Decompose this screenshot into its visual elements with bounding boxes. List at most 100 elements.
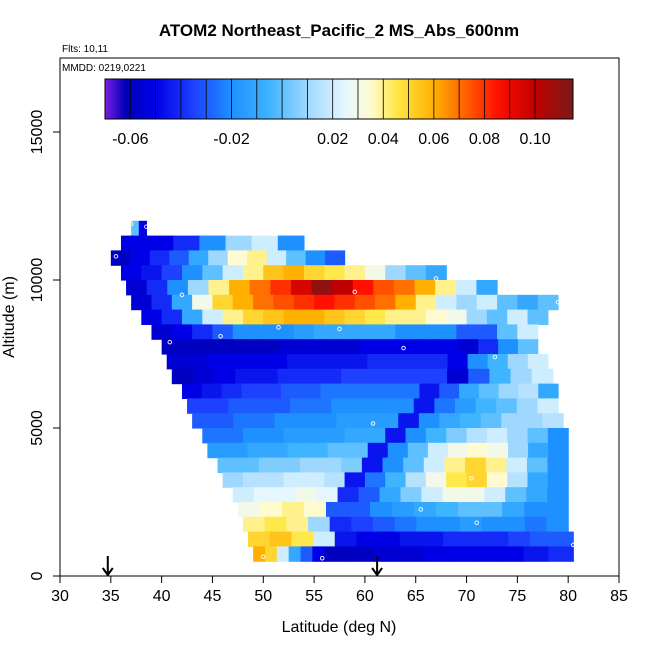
- heatmap-cell: [232, 324, 254, 340]
- heatmap-cell: [344, 265, 366, 281]
- heatmap-cell: [303, 472, 325, 488]
- y-tick-label: 15000: [29, 110, 46, 155]
- heatmap-cell: [542, 413, 564, 429]
- x-tick-label: 40: [153, 588, 171, 605]
- heatmap-cell: [293, 324, 315, 340]
- heatmap-cell: [367, 354, 388, 370]
- heatmap-cell: [497, 324, 518, 340]
- sample-markers: [113, 221, 576, 561]
- heatmap-cell: [264, 546, 278, 562]
- heatmap-cell: [249, 280, 271, 296]
- heatmap-cell: [435, 280, 457, 296]
- y-tick-label: 10000: [29, 258, 46, 303]
- colorbar-tick-label: 0.10: [519, 131, 550, 148]
- heatmap-cell: [378, 531, 401, 547]
- heatmap-cell: [246, 354, 268, 370]
- heatmap-cell: [202, 428, 224, 444]
- heatmap-cell: [313, 531, 336, 547]
- heatmap-cell: [421, 531, 444, 547]
- heatmap-cell: [325, 502, 349, 518]
- heatmap-cell: [181, 265, 203, 281]
- heatmap-cell: [498, 546, 525, 562]
- heatmap-cell: [131, 294, 153, 311]
- heatmap-cell: [286, 250, 307, 266]
- heatmap-cell: [336, 413, 358, 429]
- heatmap-cell: [341, 457, 363, 473]
- sample-marker: [469, 476, 474, 481]
- heatmap-cell: [518, 383, 539, 399]
- heatmap-cell: [199, 235, 227, 251]
- heatmap-cell: [263, 472, 285, 488]
- heatmap-cell: [141, 309, 163, 325]
- heatmap-cell: [486, 531, 509, 547]
- heatmap-cell: [307, 354, 328, 370]
- x-tick-label: 65: [407, 588, 425, 605]
- heatmap-cell: [547, 487, 569, 503]
- heatmap-cell: [508, 442, 529, 459]
- heatmap-cell: [444, 457, 466, 473]
- heatmap-cell: [517, 294, 539, 311]
- heatmap-cell: [344, 309, 366, 325]
- heatmap-cell: [443, 531, 466, 547]
- heatmap-cell: [393, 398, 415, 414]
- heatmap-cell: [212, 413, 234, 429]
- heatmap-cell: [468, 368, 491, 385]
- heatmap-cell: [527, 354, 549, 370]
- y-axis-label: Altitude (m): [1, 276, 18, 358]
- heatmap-cell: [537, 294, 559, 311]
- x-tick-label: 45: [204, 588, 222, 605]
- chart-title: ATOM2 Northeast_Pacific_2 MS_Abs_600nm: [159, 21, 519, 40]
- heatmap-cell: [387, 442, 409, 459]
- heatmap-cell: [413, 398, 435, 414]
- colorbar-dividers: [129, 79, 536, 119]
- heatmap-cell: [214, 368, 236, 385]
- heatmap-cell: [375, 294, 396, 311]
- heatmap-cell: [484, 487, 506, 503]
- heatmap-cell: [528, 442, 549, 459]
- heatmap-cells: [110, 220, 574, 562]
- heatmap-cell: [276, 546, 290, 562]
- heatmap-cell: [298, 368, 321, 385]
- heatmap-cell: [208, 280, 230, 296]
- heatmap-cell: [531, 368, 554, 385]
- heatmap-cell: [233, 413, 255, 429]
- heatmap-cell: [161, 265, 183, 281]
- heatmap-cell: [501, 413, 523, 429]
- heatmap-cell: [315, 413, 337, 429]
- heatmap-cell: [192, 368, 215, 385]
- heatmap-cell: [287, 354, 308, 370]
- heatmap-cell: [382, 457, 404, 473]
- heatmap-cell: [281, 502, 305, 518]
- heatmap-cell: [498, 383, 520, 399]
- heatmap-cell: [303, 502, 327, 518]
- heatmap-cell: [510, 368, 533, 385]
- heatmap-cell: [399, 531, 423, 547]
- heatmap-cell: [448, 546, 475, 562]
- heatmap-cell: [507, 309, 529, 325]
- heatmap-cell: [201, 383, 223, 399]
- heatmap-cell: [459, 516, 483, 533]
- heatmap-cell: [347, 354, 368, 370]
- heatmap-cell: [473, 546, 500, 562]
- heatmap-cell: [242, 516, 266, 533]
- heatmap-cell: [274, 487, 297, 503]
- heatmap-cell: [508, 531, 531, 547]
- heatmap-cell: [427, 354, 449, 370]
- heatmap-cell: [354, 294, 376, 311]
- heatmap-cell: [324, 309, 346, 325]
- heatmap-cell: [259, 502, 283, 518]
- heatmap-cell: [266, 250, 287, 266]
- x-tick-label: 75: [508, 588, 526, 605]
- y-tick-label: 5000: [29, 410, 46, 446]
- heatmap-cell: [546, 516, 569, 533]
- x-tick-label: 50: [254, 588, 272, 605]
- heatmap-cell: [347, 502, 371, 518]
- heatmap-cell: [383, 368, 406, 385]
- colorbar-gradient: [104, 78, 574, 120]
- heatmap-cell: [485, 457, 507, 473]
- heatmap-cell: [171, 294, 193, 311]
- heatmap-cell: [147, 235, 174, 251]
- x-tick-label: 30: [51, 588, 69, 605]
- heatmap-cell: [395, 324, 417, 340]
